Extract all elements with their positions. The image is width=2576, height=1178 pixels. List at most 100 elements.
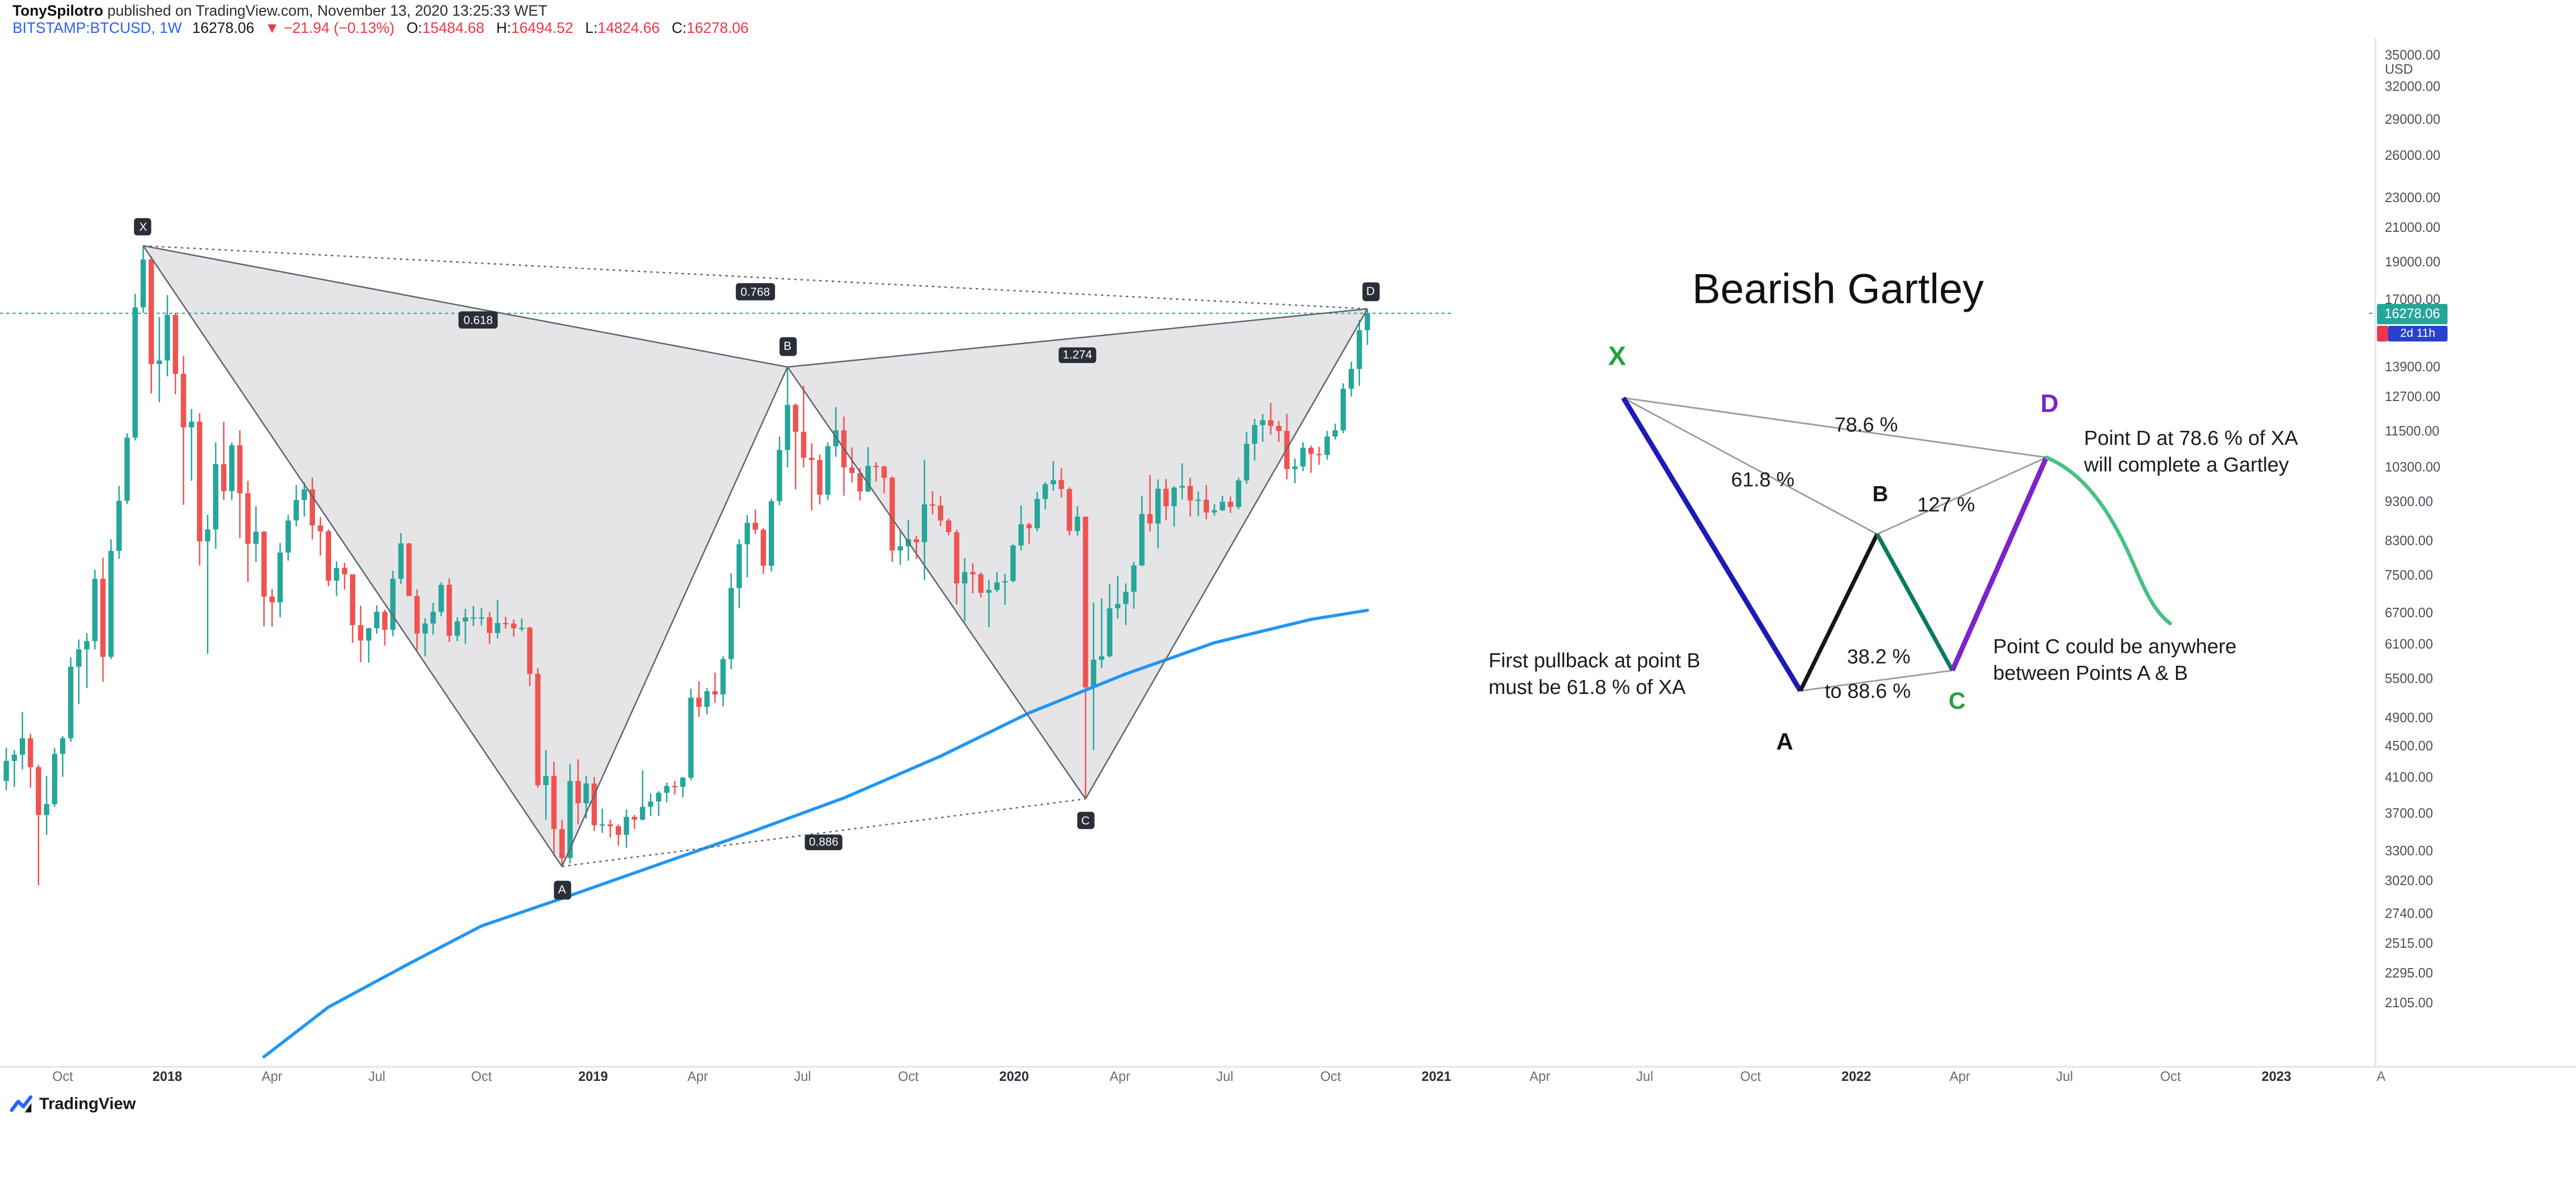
open-label: O: xyxy=(406,20,423,38)
candle xyxy=(156,317,162,403)
tradingview-logo-icon xyxy=(9,1095,33,1113)
inset-note-c-line2: between Points A & B xyxy=(1993,661,2188,685)
candle xyxy=(366,628,372,663)
bearish-gartley-inset: Bearish Gartley X A B C D 78.6 % 61.8 % … xyxy=(1454,248,2369,771)
tradingview-footer-link[interactable]: TradingView xyxy=(9,1092,136,1117)
candle xyxy=(1115,575,1121,619)
candle xyxy=(19,712,25,770)
candle xyxy=(205,514,210,654)
close-value: 16278.06 xyxy=(686,20,749,38)
candle xyxy=(1260,414,1266,442)
time-tick-label: 2022 xyxy=(1841,1068,1871,1084)
candle xyxy=(181,356,186,505)
time-tick-label: Oct xyxy=(898,1068,919,1084)
last-price: 16278.06 xyxy=(192,20,254,38)
candle xyxy=(664,782,670,803)
candle xyxy=(1196,491,1201,516)
close-label: C: xyxy=(672,20,687,38)
candle xyxy=(914,535,919,559)
byline-text: published on TradingView.com, November 1… xyxy=(103,3,547,20)
candle xyxy=(559,819,565,867)
candle xyxy=(1171,486,1177,527)
time-tick-label: 2019 xyxy=(578,1068,608,1084)
candle xyxy=(1324,431,1330,460)
inset-note-b-line1: First pullback at point B xyxy=(1489,649,1701,672)
candle xyxy=(342,562,347,590)
candle xyxy=(994,572,1000,593)
time-tick-label: Oct xyxy=(1740,1068,1761,1084)
candle xyxy=(640,770,646,821)
candle xyxy=(1187,477,1193,517)
candle xyxy=(84,633,90,688)
candle xyxy=(390,570,396,637)
time-tick-label: Jul xyxy=(1216,1068,1234,1084)
inset-pct-ac: 38.2 % xyxy=(1847,644,1911,668)
candle xyxy=(197,413,203,566)
current-price-badge: 16278.06 xyxy=(2377,303,2448,324)
candle xyxy=(140,245,146,313)
candle xyxy=(116,486,122,559)
time-tick-label: Jul xyxy=(1636,1068,1654,1084)
candle xyxy=(736,539,742,608)
candle xyxy=(221,422,227,500)
candle xyxy=(487,612,493,644)
candle xyxy=(954,529,959,605)
candle xyxy=(1074,506,1081,536)
candle xyxy=(301,482,307,517)
time-tick-label: Oct xyxy=(52,1068,73,1084)
candle xyxy=(1220,496,1225,511)
candle xyxy=(1139,496,1145,567)
time-tick-label: Apr xyxy=(261,1068,283,1084)
candle xyxy=(100,557,106,682)
candle xyxy=(615,824,622,846)
inset-leg-bc xyxy=(1875,533,1954,672)
candle xyxy=(607,819,613,838)
candle xyxy=(655,791,662,816)
time-axis[interactable]: Oct 2018 Apr Jul Oct 2019 Apr Jul Oct 2020 Apr Jul O… xyxy=(0,1068,2576,1090)
inset-note-c-line1: Point C could be anywhere xyxy=(1993,634,2237,658)
high-value: 16494.52 xyxy=(511,20,573,38)
moving-average-line xyxy=(262,608,1369,1058)
time-tick-label: Oct xyxy=(471,1068,492,1084)
price-axis-unit: USD xyxy=(2385,61,2413,77)
candle xyxy=(744,515,750,578)
gartley-pattern-lines[interactable] xyxy=(143,245,1368,867)
candle xyxy=(1131,562,1137,609)
inset-projection-curve xyxy=(2044,455,2172,626)
candle xyxy=(108,539,114,659)
candle xyxy=(631,815,637,829)
candle xyxy=(873,462,879,482)
candle xyxy=(648,793,653,816)
candle xyxy=(148,256,154,394)
candle xyxy=(422,618,428,656)
candle xyxy=(930,491,935,515)
candle xyxy=(165,295,170,376)
candle xyxy=(1010,544,1016,583)
byline: TonySpilotro published on TradingView.co… xyxy=(13,3,547,20)
candle xyxy=(309,477,315,539)
low-label: L: xyxy=(585,20,598,38)
candle xyxy=(1340,383,1346,433)
inset-line-ac xyxy=(1800,669,1953,692)
candle xyxy=(462,608,469,644)
candle xyxy=(447,578,452,642)
candle xyxy=(1050,461,1056,491)
inset-pct-xd: 78.6 % xyxy=(1834,413,1898,437)
candle xyxy=(535,668,541,788)
candle xyxy=(519,618,525,632)
time-tick-label: Oct xyxy=(1320,1068,1341,1084)
candle xyxy=(1292,458,1298,484)
candle xyxy=(382,609,388,646)
inset-pct-xb: 61.8 % xyxy=(1731,467,1795,491)
inset-point-x: X xyxy=(1608,341,1626,371)
candle xyxy=(857,468,863,501)
candle xyxy=(471,606,476,627)
candle xyxy=(1244,431,1249,484)
candle xyxy=(1107,584,1113,657)
inset-point-b: B xyxy=(1872,481,1889,506)
inset-point-c: C xyxy=(1948,688,1966,715)
candle xyxy=(768,498,775,572)
candle xyxy=(1236,477,1242,510)
